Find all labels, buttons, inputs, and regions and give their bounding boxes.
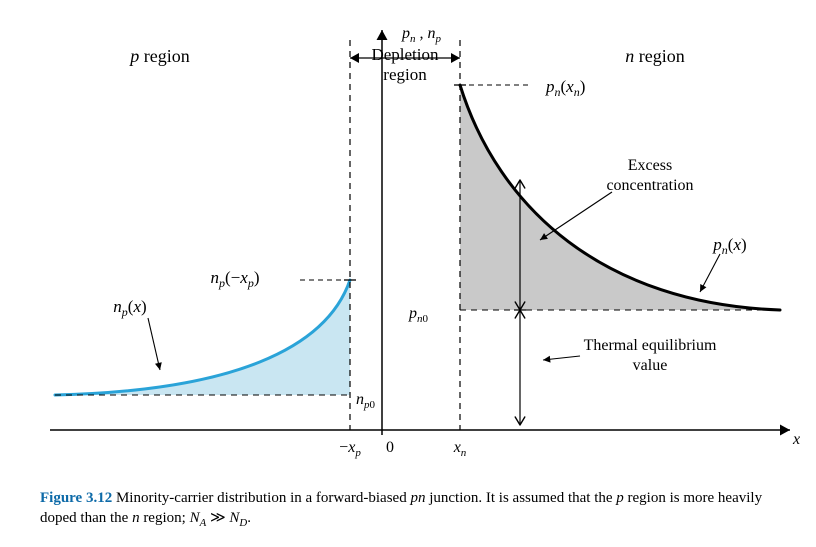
cap-b: junction. It is assumed that the <box>425 490 616 506</box>
y-axis-label: pn , np <box>401 25 442 45</box>
depletion-label-2: region <box>383 65 427 84</box>
thermal-label-1: Thermal equilibrium <box>584 337 717 354</box>
depletion-label-1: Depletion <box>371 45 439 64</box>
cap-d: region; <box>140 510 190 526</box>
p-region-label: p region <box>128 46 189 66</box>
pn-xn-label: pn(xn) <box>545 77 585 99</box>
cap-nd: N <box>229 510 239 526</box>
n-region-label: n region <box>625 46 684 66</box>
cap-n: n <box>132 510 140 526</box>
cap-a: Minority-carrier distribution in a forwa… <box>112 490 410 506</box>
cap-pn: pn <box>410 490 425 506</box>
thermal-label-2: value <box>633 357 668 374</box>
cap-end: . <box>247 510 251 526</box>
n-region-fill <box>460 85 780 310</box>
np-x-label: np(x) <box>113 297 146 319</box>
tick-xp: −xp <box>339 439 361 459</box>
figure-number: Figure 3.12 <box>40 490 112 506</box>
pn0-label: pn0 <box>408 305 429 325</box>
np0-label: np0 <box>356 391 376 411</box>
np-x-pointer <box>148 318 160 370</box>
carrier-distribution-diagram: p region n region Depletionregion pn , np x −… <box>0 0 816 475</box>
cap-p: p <box>616 490 624 506</box>
tick-origin: 0 <box>386 439 394 456</box>
figure-caption: Figure 3.12 Minority-carrier distributio… <box>40 488 780 531</box>
cap-gg: ≫ <box>206 510 229 526</box>
tick-xn: xn <box>453 439 467 459</box>
excess-pointer <box>540 192 612 240</box>
cap-na: N <box>190 510 200 526</box>
np-xp-label: np(−xp) <box>211 268 260 290</box>
excess-label-2: concentration <box>606 177 693 194</box>
excess-label-1: Excess <box>628 157 672 174</box>
pn-x-label: pn(x) <box>712 235 746 257</box>
x-axis-label: x <box>792 431 800 448</box>
